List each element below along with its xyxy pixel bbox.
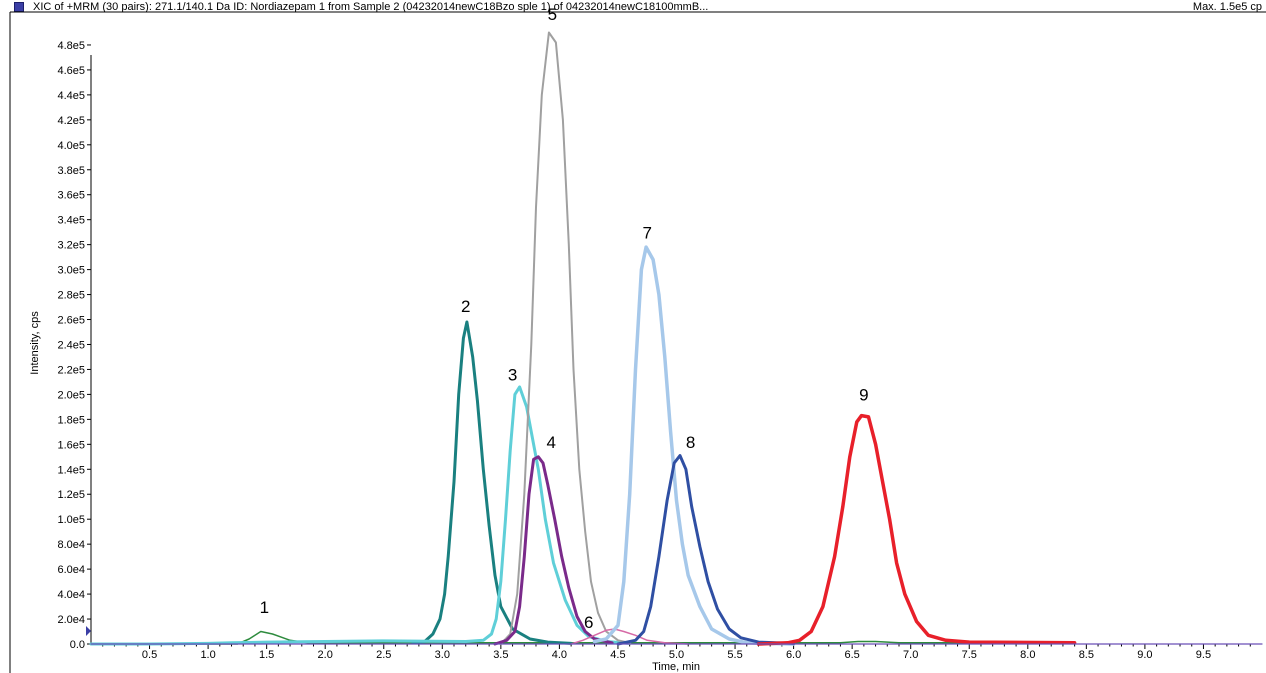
peak-label: 2	[461, 297, 470, 316]
y-tick-label: 3.6e5	[57, 190, 85, 202]
y-tick-label: 3.2e5	[57, 240, 85, 252]
trace-line[interactable]	[493, 455, 614, 646]
y-axis-title: Intensity, cps	[29, 311, 41, 375]
y-tick-label: 4.0e5	[57, 140, 85, 152]
chart-title: XIC of +MRM (30 pairs): 271.1/140.1 Da I…	[33, 1, 709, 13]
chart-header: XIC of +MRM (30 pairs): 271.1/140.1 Da I…	[0, 0, 1266, 18]
y-tick-label: 4.0e4	[57, 589, 85, 601]
y-tick-label: 4.8e5	[57, 40, 85, 52]
x-tick-label: 1.0	[200, 649, 215, 661]
y-tick-label: 2.0e4	[57, 614, 85, 626]
x-tick-label: 3.5	[493, 649, 508, 661]
x-tick-label: 6.5	[845, 649, 860, 661]
y-tick-label: 2.4e5	[57, 339, 85, 351]
x-tick-label: 3.0	[435, 649, 450, 661]
x-tick-label: 2.0	[318, 649, 333, 661]
y-tick-label: 4.4e5	[57, 90, 85, 102]
y-tick-label: 6.0e4	[57, 564, 85, 576]
y-tick-label: 2.2e5	[57, 364, 85, 376]
peak-label: 3	[508, 366, 517, 385]
trace-line[interactable]	[570, 628, 689, 645]
x-tick-label: 7.0	[903, 649, 918, 661]
y-tick-label: 3.4e5	[57, 215, 85, 227]
peak-label: 7	[642, 223, 651, 242]
x-tick-label: 5.5	[727, 649, 742, 661]
y-axis-marker-icon[interactable]	[86, 626, 91, 636]
x-tick-label: 4.0	[552, 649, 567, 661]
y-tick-label: 4.2e5	[57, 115, 85, 127]
y-tick-label: 1.8e5	[57, 414, 85, 426]
x-tick-label: 8.0	[1020, 649, 1035, 661]
y-tick-label: 3.8e5	[57, 165, 85, 177]
peak-label: 6	[584, 613, 593, 632]
y-tick-label: 3.0e5	[57, 265, 85, 277]
peak-label: 1	[260, 598, 269, 617]
y-tick-label: 1.6e5	[57, 439, 85, 451]
y-tick-label: 2.0e5	[57, 389, 85, 401]
peak-label: 8	[686, 433, 695, 452]
y-tick-label: 1.0e5	[57, 514, 85, 526]
trace-line[interactable]	[756, 413, 1077, 646]
y-tick-label: 8.0e4	[57, 539, 85, 551]
y-tick-label: 1.4e5	[57, 464, 85, 476]
x-tick-label: 9.5	[1196, 649, 1211, 661]
x-tick-label: 9.0	[1137, 649, 1152, 661]
trace-line[interactable]	[499, 31, 631, 645]
peak-label: 5	[548, 5, 557, 24]
peak-label: 9	[859, 386, 868, 405]
y-tick-label: 2.8e5	[57, 290, 85, 302]
trace-line[interactable]	[616, 454, 796, 646]
x-tick-label: 5.0	[669, 649, 684, 661]
x-tick-label: 7.5	[962, 649, 977, 661]
x-tick-label: 4.5	[610, 649, 625, 661]
peak-label: 4	[546, 433, 555, 452]
trace-line[interactable]	[592, 245, 796, 646]
x-tick-label: 1.5	[259, 649, 274, 661]
trace-line[interactable]	[411, 320, 573, 645]
y-tick-label: 4.6e5	[57, 65, 85, 77]
x-axis-title: Time, min	[652, 661, 700, 673]
y-tick-label: 2.6e5	[57, 315, 85, 327]
trace-line[interactable]	[89, 385, 632, 646]
x-tick-label: 0.5	[142, 649, 157, 661]
x-tick-label: 6.0	[786, 649, 801, 661]
max-intensity-label: Max. 1.5e5 cp	[1192, 1, 1262, 13]
y-tick-label: 0.0	[70, 639, 85, 651]
x-tick-label: 8.5	[1079, 649, 1094, 661]
y-tick-label: 1.2e5	[57, 489, 85, 501]
x-tick-label: 2.5	[376, 649, 391, 661]
